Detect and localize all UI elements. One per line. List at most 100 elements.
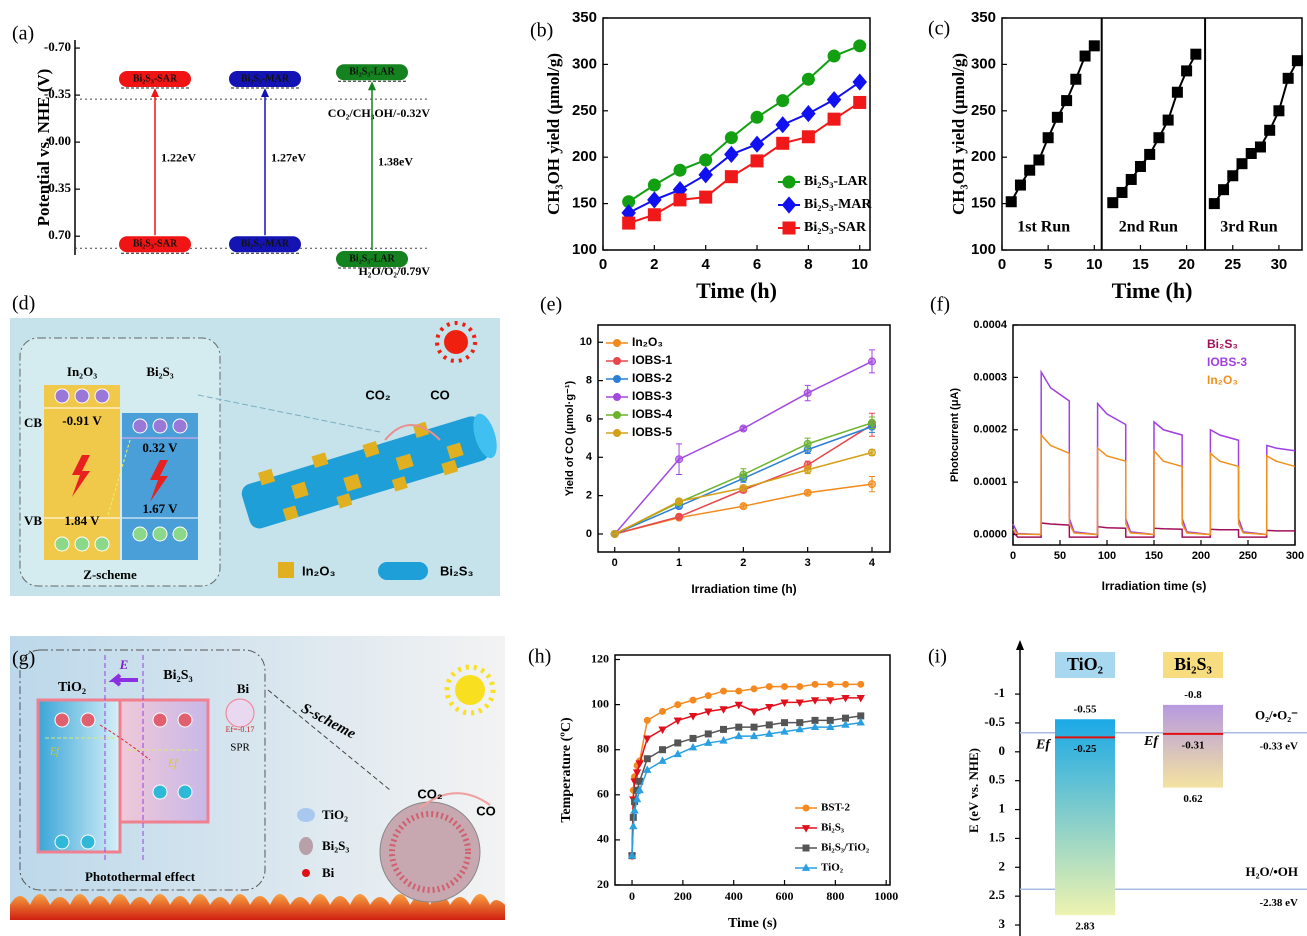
y-axis-label: Potential vs. NHE (V)	[34, 69, 53, 227]
reference-sublabel: -2.38 eV	[1260, 897, 1299, 909]
marker	[1181, 65, 1193, 77]
legend-icon	[278, 562, 294, 578]
ef-label: Ef	[1143, 734, 1159, 749]
band-label: VB	[24, 513, 42, 528]
legend-label: IOBS-2	[632, 371, 672, 385]
marker	[689, 696, 697, 704]
y-axis-label: Yield of CO (μmol·g⁻¹)	[564, 380, 576, 496]
y-tick-label: 1	[999, 801, 1006, 816]
panel-label: (h)	[528, 646, 551, 668]
x-tick-label: 2	[650, 256, 658, 273]
y-tick-label: 20	[597, 877, 609, 891]
marker	[795, 724, 804, 733]
sun	[444, 330, 468, 354]
plot-frame	[597, 324, 891, 553]
level-pill	[336, 251, 408, 268]
marker	[750, 723, 758, 731]
marker	[643, 755, 651, 763]
x-tick-label: 3	[805, 557, 811, 569]
marker	[610, 529, 619, 538]
marker	[658, 726, 667, 735]
marker	[1024, 164, 1036, 176]
y-tick-label: 200	[971, 148, 996, 165]
marker	[1190, 48, 1202, 60]
sun-rays	[444, 664, 496, 716]
plot-frame	[614, 654, 891, 886]
x-tick-label: 2	[740, 557, 746, 569]
marker	[801, 130, 815, 144]
y-tick-label: 150	[971, 195, 996, 212]
marker	[658, 756, 667, 764]
marker	[673, 163, 687, 177]
level-label: Bi₂S₃-LAR	[349, 253, 395, 264]
y-tick-label: -0.5	[984, 714, 1005, 729]
marker	[867, 357, 876, 366]
tio2-block	[36, 698, 122, 854]
marker	[675, 455, 684, 464]
fermi-label: Ef	[167, 758, 178, 769]
level-pill	[119, 70, 191, 87]
marker	[765, 703, 774, 712]
marker	[781, 719, 789, 727]
vb-label: 0.62	[1183, 793, 1203, 805]
y-tick-label: -1	[994, 685, 1005, 700]
bi-particle	[225, 698, 255, 728]
fermi-label: Ef	[49, 746, 60, 757]
y-tick-label: 0.70	[48, 227, 71, 242]
legend-label: Bi₂S₃	[821, 822, 845, 834]
effect-label: Photothermal effect	[85, 869, 196, 884]
marker	[635, 785, 644, 794]
marker	[801, 72, 815, 86]
y-tick-label: 100	[971, 241, 996, 258]
marker	[776, 94, 790, 108]
marker	[810, 722, 820, 731]
marker	[734, 731, 743, 740]
fire	[10, 894, 505, 920]
y-tick-label: 1.5	[989, 829, 1006, 844]
y-tick-label: -0.70	[44, 39, 71, 54]
marker	[867, 418, 876, 427]
band-bar	[1163, 705, 1223, 788]
marker	[1134, 160, 1146, 172]
marker	[776, 136, 790, 150]
marker	[674, 739, 682, 747]
x-tick-label: 400	[725, 889, 743, 903]
y-tick-label: 0.0002	[973, 424, 1007, 436]
light-bolt	[72, 455, 90, 497]
marker	[630, 805, 639, 814]
marker	[613, 339, 621, 347]
marker	[739, 424, 748, 433]
level-pill	[336, 64, 408, 81]
marker	[1125, 173, 1137, 185]
marker	[1079, 50, 1091, 62]
marker	[765, 683, 773, 691]
marker	[635, 760, 644, 768]
marker	[826, 697, 835, 705]
marker	[802, 844, 810, 852]
reaction-arrow	[419, 792, 491, 809]
spr-label: SPR	[230, 742, 250, 754]
marker	[749, 135, 765, 153]
material-label: TiO₂	[58, 680, 86, 695]
marker	[613, 393, 621, 401]
panel-g: (g) TiO₂ Bi₂S₃ E Ef Ef Bi Ef=-0.17 SPR P…	[10, 636, 505, 920]
marker	[739, 502, 748, 511]
marker	[853, 95, 867, 109]
marker	[841, 694, 850, 703]
x-tick-label: 250	[1239, 550, 1257, 562]
marker	[1227, 170, 1239, 182]
y-tick-label: 80	[597, 741, 609, 755]
sun	[455, 675, 485, 705]
y-axis-label: E (eV vs. NHE)	[966, 748, 981, 833]
marker	[1005, 196, 1017, 208]
holes	[54, 784, 193, 850]
series-label: 1st Run	[1017, 219, 1070, 236]
y-tick-label: 0	[586, 528, 592, 540]
marker	[1116, 186, 1128, 198]
material-label: Bi₂S₃	[163, 668, 192, 683]
x-tick-label: 0	[599, 256, 607, 273]
y-tick-label: 350	[971, 9, 996, 26]
scheme-label: Z-scheme	[83, 567, 137, 582]
